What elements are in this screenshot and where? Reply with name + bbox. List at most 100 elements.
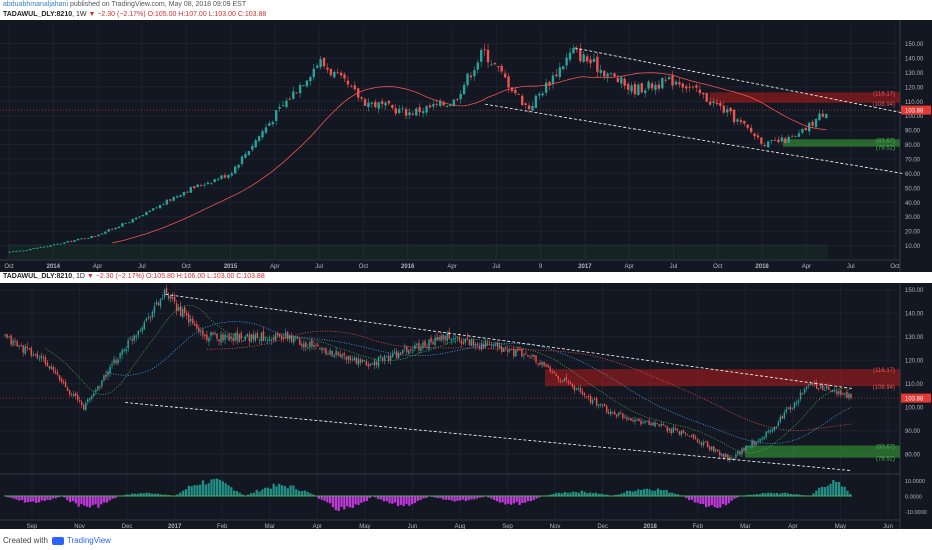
candle-body — [238, 334, 240, 343]
candle-body — [214, 332, 216, 335]
candle-body — [131, 219, 134, 223]
oscillator-bar — [402, 496, 405, 507]
candle-body — [828, 386, 830, 390]
candle-body — [797, 133, 801, 137]
oscillator-bar — [114, 496, 117, 499]
candle-body — [46, 246, 49, 248]
oscillator-bar — [600, 493, 603, 497]
candle-body — [422, 342, 424, 348]
time-tick-label: Sep — [502, 524, 513, 529]
oscillator-bar — [453, 496, 456, 502]
oscillator-bar — [815, 490, 818, 497]
candle-body — [494, 344, 497, 346]
candle-body — [216, 179, 220, 180]
daily-chart-panel[interactable]: 80.00 90.00 100.00 110.00 120.00 130.00 140.00… — [0, 279, 932, 530]
candle-body — [497, 66, 500, 68]
candle-body — [288, 99, 292, 100]
candle-body — [26, 346, 28, 349]
candle-body — [329, 349, 331, 355]
oscillator-bar — [767, 492, 770, 497]
candle-body — [11, 251, 15, 252]
candle-body — [746, 124, 749, 128]
oscillator-bar — [218, 479, 222, 497]
candle-body — [780, 137, 784, 142]
candle-body — [261, 131, 264, 138]
candle-body — [124, 222, 128, 224]
candle-body — [749, 127, 753, 133]
candle-body — [48, 366, 51, 369]
time-tick-label: 2014 — [47, 264, 61, 270]
candle-body — [603, 404, 606, 406]
candle-body — [319, 347, 321, 350]
oscillator-bar — [456, 496, 459, 501]
candle-body — [165, 288, 168, 294]
candle-body — [119, 353, 121, 359]
oscillator-bar — [83, 496, 86, 506]
candle-body — [377, 357, 380, 367]
candle-body — [95, 389, 97, 392]
oscillator-bar — [388, 496, 391, 504]
candle-body — [111, 228, 114, 230]
candle-body — [232, 337, 234, 342]
candle-body — [704, 441, 707, 443]
candle-body — [149, 317, 152, 319]
candle-body — [765, 431, 767, 437]
weekly-chart-svg[interactable]: 10.00 20.00 30.00 40.00 50.00 60.00 70.00 80.00… — [0, 20, 932, 272]
zone-label: (108.94) — [873, 385, 895, 391]
oscillator-bar — [688, 496, 691, 501]
price-tick-label: 60.00 — [905, 172, 921, 178]
candle-body — [510, 87, 514, 92]
candle-body — [248, 334, 251, 342]
candle-body — [20, 344, 22, 346]
candle-body — [660, 424, 662, 426]
oscillator-bar — [159, 494, 162, 497]
candle-body — [565, 377, 568, 381]
oscillator-bar — [334, 496, 337, 511]
symbol-name: TADAWUL_DLY:8210 — [3, 273, 73, 280]
candle-body — [757, 441, 759, 443]
candle-body — [42, 356, 45, 358]
candle-body — [97, 385, 99, 391]
channel-trendline — [574, 47, 903, 114]
tradingview-link[interactable]: TradingView — [66, 536, 111, 545]
candle-body — [705, 92, 708, 102]
oscillator-bar — [182, 490, 185, 497]
oscillator-tick-label: -10.0000 — [905, 510, 927, 516]
publish-info: abduabhmanaljahani published on TradingV… — [3, 1, 246, 8]
candle-body — [121, 350, 123, 355]
candle-body — [606, 73, 609, 77]
candle-body — [773, 427, 775, 431]
candle-body — [770, 140, 773, 142]
candle-body — [529, 356, 531, 358]
daily-chart-svg[interactable]: 80.00 90.00 100.00 110.00 120.00 130.00 140.00… — [0, 279, 932, 530]
candle-body — [237, 164, 240, 168]
candle-body — [117, 226, 121, 229]
candle-body — [268, 339, 271, 342]
author-link[interactable]: abduabhmanaljahani — [3, 1, 68, 8]
oscillator-bar — [37, 496, 41, 503]
oscillator-bar — [642, 489, 646, 497]
candle-body — [363, 99, 367, 106]
candle-body — [12, 340, 14, 346]
candle-body — [79, 399, 81, 402]
candle-body — [741, 448, 743, 455]
candle-body — [242, 340, 244, 342]
candle-body — [472, 340, 475, 346]
candle-body — [141, 327, 144, 331]
time-tick-label: Jul — [492, 264, 500, 270]
candle-body — [224, 334, 226, 340]
oscillator-bar — [473, 496, 476, 500]
oscillator-bar — [538, 496, 541, 498]
change-value: −2.30 (−2.17%) — [95, 273, 145, 280]
time-tick-label: Jul — [315, 264, 323, 270]
candle-body — [298, 85, 302, 94]
weekly-chart-panel[interactable]: 10.00 20.00 30.00 40.00 50.00 60.00 70.00 80.00… — [0, 20, 932, 272]
candle-body — [545, 364, 547, 367]
candle-body — [49, 245, 52, 247]
candle-body — [567, 381, 570, 383]
candle-body — [763, 145, 766, 147]
candle-body — [189, 187, 192, 193]
oscillator-bar — [572, 491, 575, 497]
oscillator-bar — [736, 496, 739, 498]
candle-body — [74, 393, 77, 396]
